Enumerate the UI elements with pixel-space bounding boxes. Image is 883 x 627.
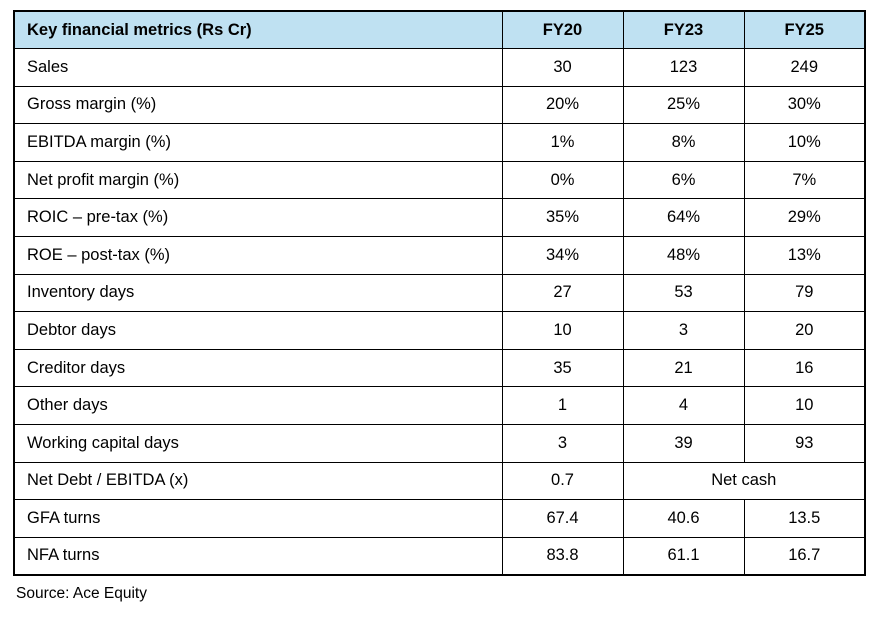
row-value: 3 [622,311,745,350]
row-value: 30% [743,85,866,125]
table-row: Other days 1 4 10 [13,386,866,426]
table-header-fy20: FY20 [501,10,624,50]
row-value: 35% [501,198,624,238]
table-body: Sales 30 123 249 Gross margin (%) 20% 25% 30% EB… [13,48,866,576]
table-header-row: Key financial metrics (Rs Cr) FY20 FY23 … [13,10,866,50]
row-value: 79 [743,273,866,313]
source-note: Source: Ace Equity [16,584,147,602]
row-label: GFA turns [13,499,503,538]
row-value: 48% [622,236,745,275]
row-label: Creditor days [13,348,503,388]
row-label: NFA turns [13,536,503,576]
row-label: ROE – post-tax (%) [13,236,503,275]
row-value: 35 [501,348,624,388]
row-value: 16 [743,348,866,388]
table-row: ROE – post-tax (%) 34% 48% 13% [13,236,866,275]
row-label: Working capital days [13,424,503,463]
row-value: 39 [622,424,745,463]
table-row: Inventory days 27 53 79 [13,273,866,313]
table-row: NFA turns 83.8 61.1 16.7 [13,536,866,576]
row-value: 1% [501,123,624,162]
row-value: 1 [501,386,624,426]
row-value: 20 [743,311,866,350]
row-value: 0.7 [501,461,624,501]
table-row: Creditor days 35 21 16 [13,348,866,388]
row-label: Inventory days [13,273,503,313]
row-value: 10 [501,311,624,350]
row-value: 30 [501,48,624,87]
row-value: 4 [622,386,745,426]
table-row: EBITDA margin (%) 1% 8% 10% [13,123,866,162]
row-value: 93 [743,424,866,463]
table-row: ROIC – pre-tax (%) 35% 64% 29% [13,198,866,238]
row-value: 67.4 [501,499,624,538]
row-value: 40.6 [622,499,745,538]
row-value: 29% [743,198,866,238]
row-value: 10 [743,386,866,426]
row-value: 25% [622,85,745,125]
row-value: 20% [501,85,624,125]
row-value: 64% [622,198,745,238]
row-label: Debtor days [13,311,503,350]
row-value: 6% [622,160,745,200]
table-row: Gross margin (%) 20% 25% 30% [13,85,866,125]
row-value: 7% [743,160,866,200]
row-label: Net profit margin (%) [13,160,503,200]
row-value: 53 [622,273,745,313]
row-label: Net Debt / EBITDA (x) [13,461,503,501]
financial-metrics-table: Key financial metrics (Rs Cr) FY20 FY23 … [13,10,866,576]
row-value: 13% [743,236,866,275]
row-value: 34% [501,236,624,275]
table-row: Working capital days 3 39 93 [13,424,866,463]
row-value: 13.5 [743,499,866,538]
row-label: ROIC – pre-tax (%) [13,198,503,238]
table-row: Debtor days 10 3 20 [13,311,866,350]
table-row: GFA turns 67.4 40.6 13.5 [13,499,866,538]
row-value: 83.8 [501,536,624,576]
row-label: Sales [13,48,503,87]
row-label: Gross margin (%) [13,85,503,125]
row-value: 10% [743,123,866,162]
row-value: 16.7 [743,536,866,576]
row-value: 27 [501,273,624,313]
row-label: EBITDA margin (%) [13,123,503,162]
table-row: Net profit margin (%) 0% 6% 7% [13,160,866,200]
row-value: 123 [622,48,745,87]
table-header-title: Key financial metrics (Rs Cr) [13,10,503,50]
row-value: 0% [501,160,624,200]
row-label: Other days [13,386,503,426]
table-row: Net Debt / EBITDA (x) 0.7 Net cash [13,461,866,501]
row-value: 8% [622,123,745,162]
row-value: 21 [622,348,745,388]
row-value: 61.1 [622,536,745,576]
row-value: Net cash [622,461,866,501]
row-value: 3 [501,424,624,463]
row-value: 249 [743,48,866,87]
table-row: Sales 30 123 249 [13,48,866,87]
table-header-fy25: FY25 [743,10,866,50]
table-header-fy23: FY23 [622,10,745,50]
